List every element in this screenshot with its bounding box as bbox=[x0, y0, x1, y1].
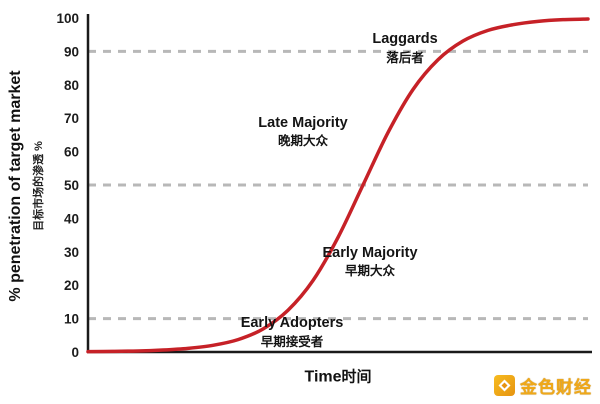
annotation-laggards: Laggards 落后者 bbox=[372, 30, 437, 66]
svg-text:80: 80 bbox=[64, 78, 79, 93]
svg-text:90: 90 bbox=[64, 44, 79, 59]
svg-text:10: 10 bbox=[64, 312, 79, 327]
svg-text:70: 70 bbox=[64, 111, 79, 126]
annotation-laggards-zh: 落后者 bbox=[386, 50, 424, 65]
annotation-early-adopters-en: Early Adopters bbox=[240, 314, 344, 331]
y-axis-label-zh: 目标市场的渗透 % bbox=[33, 141, 45, 231]
svg-text:50: 50 bbox=[64, 178, 79, 193]
svg-text:0: 0 bbox=[71, 345, 79, 360]
jinse-finance-logo-icon bbox=[494, 375, 515, 396]
svg-text:40: 40 bbox=[64, 211, 79, 226]
x-axis-label: Time时间 bbox=[304, 366, 371, 387]
annotation-laggards-en: Laggards bbox=[372, 30, 438, 47]
annotation-late-majority: Late Majority 晚期大众 bbox=[258, 113, 347, 149]
svg-text:100: 100 bbox=[56, 11, 79, 26]
x-axis-label-en: Time bbox=[304, 368, 342, 386]
svg-text:30: 30 bbox=[64, 245, 79, 260]
annotation-early-adopters-zh: 早期接受者 bbox=[260, 334, 324, 349]
jinse-finance-watermark: 金色财经 bbox=[494, 373, 592, 398]
y-axis-label-en: % penetration of target market bbox=[7, 70, 24, 302]
svg-text:60: 60 bbox=[64, 145, 79, 160]
annotation-early-majority-zh: 早期大众 bbox=[344, 264, 395, 279]
annotation-late-majority-en: Late Majority bbox=[258, 114, 348, 131]
annotation-early-adopters: Early Adopters 早期接受者 bbox=[241, 314, 344, 350]
annotation-early-majority-en: Early Majority bbox=[322, 244, 418, 261]
annotation-late-majority-zh: 晚期大众 bbox=[277, 133, 328, 148]
jinse-finance-logo-text: 金色财经 bbox=[520, 378, 592, 397]
x-axis-label-zh: 时间 bbox=[341, 368, 372, 386]
annotation-early-majority: Early Majority 早期大众 bbox=[322, 244, 417, 280]
svg-text:20: 20 bbox=[64, 278, 79, 293]
